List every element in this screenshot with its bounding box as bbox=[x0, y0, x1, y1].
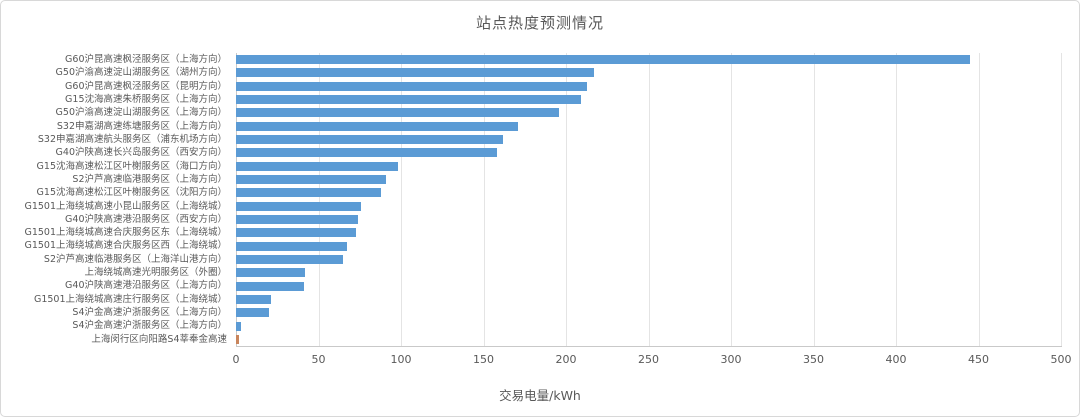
x-axis-tick: 400 bbox=[885, 353, 907, 366]
y-axis-label: G1501上海绕城高速合庆服务区西（上海绕城） bbox=[24, 240, 227, 252]
value-axis-line bbox=[236, 53, 237, 346]
chart-title: 站点热度预测情况 bbox=[475, 14, 604, 32]
y-axis-label: G1501上海绕城高速庄行服务区（上海绕城） bbox=[33, 293, 227, 305]
x-axis-title: 交易电量/kWh bbox=[499, 388, 581, 403]
bar bbox=[236, 108, 560, 118]
bar bbox=[236, 188, 382, 198]
bar bbox=[236, 121, 519, 131]
x-axis-tick: 150 bbox=[473, 353, 494, 366]
x-axis-tick: 100 bbox=[390, 353, 412, 366]
gridline bbox=[401, 53, 402, 346]
x-axis-tick: 50 bbox=[311, 353, 326, 366]
bar bbox=[236, 228, 357, 238]
gridline bbox=[731, 53, 732, 346]
gridline bbox=[648, 53, 650, 346]
bar bbox=[236, 175, 387, 185]
gridline bbox=[978, 53, 980, 346]
x-axis-tick: 450 bbox=[968, 353, 989, 366]
gridline bbox=[566, 53, 567, 346]
y-axis-label: G1501上海绕城高速合庆服务区东（上海绕城） bbox=[24, 227, 227, 239]
y-axis-label: S4沪金高速沪浙服务区（上海方向） bbox=[72, 320, 227, 332]
y-axis-label: S2沪芦高速临港服务区（上海洋山港方向） bbox=[43, 253, 227, 265]
y-axis-label: S4沪金高速沪浙服务区（上海方向） bbox=[72, 307, 227, 319]
bar bbox=[236, 135, 504, 145]
bar bbox=[236, 55, 971, 65]
gridline bbox=[1061, 53, 1062, 346]
x-axis-tick: 0 bbox=[232, 353, 240, 366]
bar bbox=[236, 148, 497, 158]
y-axis-label: G50沪渝高速淀山湖服务区（湖州方向） bbox=[55, 67, 227, 79]
y-axis-label: G40沪陕高速长兴岛服务区（西安方向） bbox=[55, 147, 227, 159]
y-axis-label: 上海闵行区向阳路S4莘奉金高速 bbox=[91, 333, 227, 345]
x-axis-tick: 300 bbox=[720, 353, 742, 366]
bar bbox=[236, 201, 362, 211]
y-axis-label: G15沈海高速朱桥服务区（上海方向） bbox=[65, 93, 227, 105]
bar bbox=[236, 254, 344, 264]
bar bbox=[236, 214, 359, 224]
bar bbox=[236, 81, 588, 91]
x-axis-line bbox=[236, 346, 1062, 347]
y-axis-label: G15沈海高速松江区叶榭服务区（沈阳方向） bbox=[36, 187, 227, 199]
bar bbox=[236, 334, 240, 344]
y-axis-label: G15沈海高速松江区叶榭服务区（海口方向） bbox=[36, 160, 227, 172]
y-axis-label: G60沪昆高速枫泾服务区（昆明方向） bbox=[65, 80, 227, 92]
bar bbox=[236, 321, 241, 331]
bar bbox=[236, 268, 306, 278]
y-axis-label: S32申嘉湖高速航头服务区（浦东机场方向） bbox=[37, 133, 227, 145]
x-axis-tick: 350 bbox=[803, 353, 824, 366]
bar bbox=[236, 68, 595, 78]
bar bbox=[236, 95, 581, 105]
x-axis-tick: 500 bbox=[1050, 353, 1072, 366]
y-axis-label: G50沪渝高速淀山湖服务区（上海方向） bbox=[55, 107, 227, 119]
bar bbox=[236, 281, 304, 291]
y-axis-label: S32申嘉湖高速练塘服务区（上海方向） bbox=[56, 120, 227, 132]
y-axis-label: S2沪芦高速临港服务区（上海方向） bbox=[72, 173, 227, 185]
bar bbox=[236, 241, 347, 251]
y-axis-label: G60沪昆高速枫泾服务区（上海方向） bbox=[65, 54, 227, 65]
x-axis-tick: 200 bbox=[555, 353, 577, 366]
gridline bbox=[318, 53, 320, 346]
y-axis-label: G40沪陕高速港沿服务区（上海方向） bbox=[65, 280, 227, 292]
y-axis-label: G40沪陕高速港沿服务区（西安方向） bbox=[65, 213, 227, 225]
y-axis-label: 上海绕城高速光明服务区（外圈） bbox=[84, 267, 227, 279]
y-axis-labels: G60沪昆高速枫泾服务区（上海方向） G50沪渝高速淀山湖服务区（湖州方向） G60… bbox=[1, 53, 230, 346]
gridline bbox=[896, 53, 897, 346]
gridline bbox=[813, 53, 815, 346]
bar bbox=[236, 294, 271, 304]
bar bbox=[236, 308, 269, 318]
plot-area bbox=[236, 53, 1062, 346]
gridline bbox=[483, 53, 485, 346]
x-axis-tick: 250 bbox=[638, 353, 659, 366]
bar bbox=[236, 161, 398, 171]
y-axis-label: G1501上海绕城高速小昆山服务区（上海绕城） bbox=[24, 200, 227, 212]
